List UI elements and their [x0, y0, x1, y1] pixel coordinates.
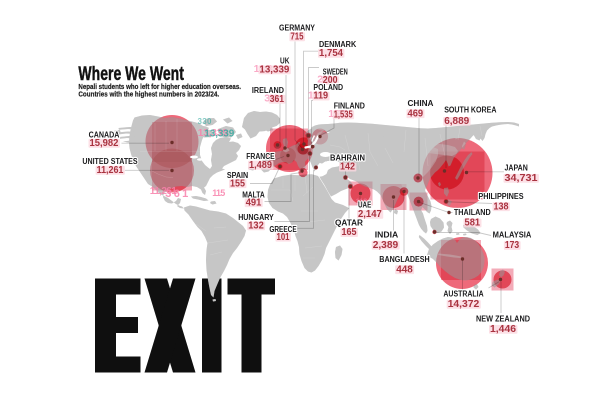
svg-text:CHINA: CHINA: [408, 99, 434, 108]
svg-text:2,389: 2,389: [373, 239, 399, 251]
svg-text:UK: UK: [280, 57, 290, 66]
svg-text:Where We Went: Where We Went: [78, 64, 184, 85]
svg-text:715: 715: [290, 30, 303, 42]
svg-text:PHILIPPINES: PHILIPPINES: [478, 192, 524, 201]
svg-text:15,982: 15,982: [90, 137, 119, 149]
svg-text:THAILAND: THAILAND: [454, 208, 491, 217]
svg-text:581: 581: [465, 217, 481, 229]
svg-text:6,889: 6,889: [444, 115, 469, 127]
svg-text:138: 138: [494, 200, 509, 212]
svg-text:BAHRAIN: BAHRAIN: [330, 153, 365, 162]
svg-text:POLAND: POLAND: [313, 83, 343, 92]
svg-text:HUNGARY: HUNGARY: [238, 213, 274, 222]
svg-text:GERMANY: GERMANY: [279, 24, 315, 33]
svg-text:448: 448: [396, 263, 413, 275]
svg-text:DENMARK: DENMARK: [319, 40, 356, 49]
svg-text:165: 165: [342, 226, 357, 238]
svg-text:13,339: 13,339: [204, 128, 234, 139]
svg-text:CANADA: CANADA: [89, 130, 120, 139]
svg-text:11,261: 11,261: [150, 186, 177, 197]
svg-text:34,731: 34,731: [505, 172, 538, 184]
svg-text:JAPAN: JAPAN: [505, 164, 528, 173]
svg-text:13,339: 13,339: [259, 64, 289, 76]
svg-text:142: 142: [340, 161, 355, 173]
svg-text:115: 115: [212, 188, 225, 198]
svg-text:INDIA: INDIA: [375, 230, 399, 239]
svg-text:11,261: 11,261: [97, 164, 124, 176]
svg-text:155: 155: [230, 177, 245, 189]
svg-text:SOUTH KOREA: SOUTH KOREA: [444, 105, 496, 114]
svg-text:330: 330: [198, 117, 213, 126]
svg-text:GREECE: GREECE: [269, 225, 297, 234]
svg-text:132: 132: [248, 219, 264, 231]
svg-text:361: 361: [270, 93, 284, 105]
svg-text:200: 200: [323, 74, 338, 86]
svg-text:NEW ZEALAND: NEW ZEALAND: [476, 315, 530, 324]
svg-text:469: 469: [408, 107, 424, 119]
svg-text:1,489: 1,489: [249, 159, 272, 171]
svg-text:MALTA: MALTA: [242, 191, 265, 200]
svg-text:1,535: 1,535: [334, 109, 353, 121]
svg-text:BANGLADESH: BANGLADESH: [379, 255, 430, 264]
svg-text:SWEDEN: SWEDEN: [323, 67, 348, 76]
svg-text:491: 491: [246, 196, 262, 208]
svg-text:FRANCE: FRANCE: [246, 152, 275, 161]
svg-text:119: 119: [313, 90, 328, 102]
svg-text:FINLAND: FINLAND: [334, 102, 365, 111]
svg-text:112: 112: [356, 198, 369, 207]
svg-text:13,339: 13,339: [198, 128, 228, 139]
svg-text:14,372: 14,372: [448, 298, 480, 310]
svg-text:361: 361: [165, 188, 188, 200]
svg-text:1,446: 1,446: [490, 323, 516, 335]
svg-text:AUSTRALIA: AUSTRALIA: [443, 290, 483, 299]
svg-text:UAE: UAE: [358, 201, 372, 210]
svg-text:101: 101: [277, 231, 290, 243]
svg-text:QATAR: QATAR: [335, 219, 363, 228]
svg-text:MALAYSIA: MALAYSIA: [493, 231, 532, 240]
svg-text:IRELAND: IRELAND: [252, 86, 284, 95]
svg-text:SPAIN: SPAIN: [227, 171, 248, 180]
svg-text:Countries with the highest num: Countries with the highest numbers in 20…: [78, 89, 219, 98]
svg-text:1,754: 1,754: [319, 47, 343, 59]
svg-text:Nepali students who left for h: Nepali students who left for higher educ…: [78, 82, 241, 91]
svg-text:UNITED STATES: UNITED STATES: [82, 157, 138, 166]
svg-text:2,147: 2,147: [358, 208, 382, 220]
svg-text:173: 173: [505, 239, 519, 251]
